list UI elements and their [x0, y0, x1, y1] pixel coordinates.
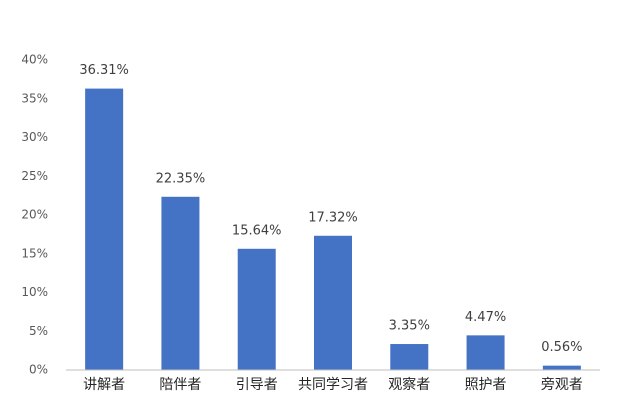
y-tick-label: 30% — [21, 130, 48, 144]
x-tick-label: 照护者 — [465, 377, 507, 393]
x-tick-label: 陪伴者 — [159, 377, 201, 393]
bar — [390, 344, 429, 370]
value-label: 3.35% — [389, 319, 430, 334]
y-tick-label: 40% — [21, 53, 48, 67]
x-tick-label: 共同学习者 — [298, 377, 368, 393]
value-label: 17.32% — [308, 210, 358, 225]
bar — [237, 248, 276, 370]
y-tick-label: 0% — [29, 363, 48, 377]
x-tick-label: 讲解者 — [83, 377, 125, 393]
value-label: 0.56% — [541, 340, 582, 355]
y-tick-label: 20% — [21, 208, 48, 222]
value-label: 15.64% — [232, 223, 282, 238]
x-tick-label: 旁观者 — [541, 376, 583, 393]
bar — [542, 365, 581, 370]
y-tick-label: 5% — [29, 324, 48, 338]
value-label: 4.47% — [465, 310, 506, 325]
y-tick-label: 35% — [21, 91, 48, 105]
value-label: 22.35% — [156, 171, 206, 186]
y-tick-label: 25% — [21, 169, 48, 183]
x-tick-label: 引导者 — [236, 377, 278, 393]
value-label: 36.31% — [79, 63, 129, 78]
bar — [314, 235, 352, 370]
bar — [161, 196, 200, 370]
bar — [85, 88, 124, 370]
x-tick-label: 观察者 — [388, 376, 430, 393]
y-tick-label: 10% — [21, 285, 48, 299]
y-tick-label: 15% — [21, 246, 48, 260]
bar — [466, 335, 505, 370]
